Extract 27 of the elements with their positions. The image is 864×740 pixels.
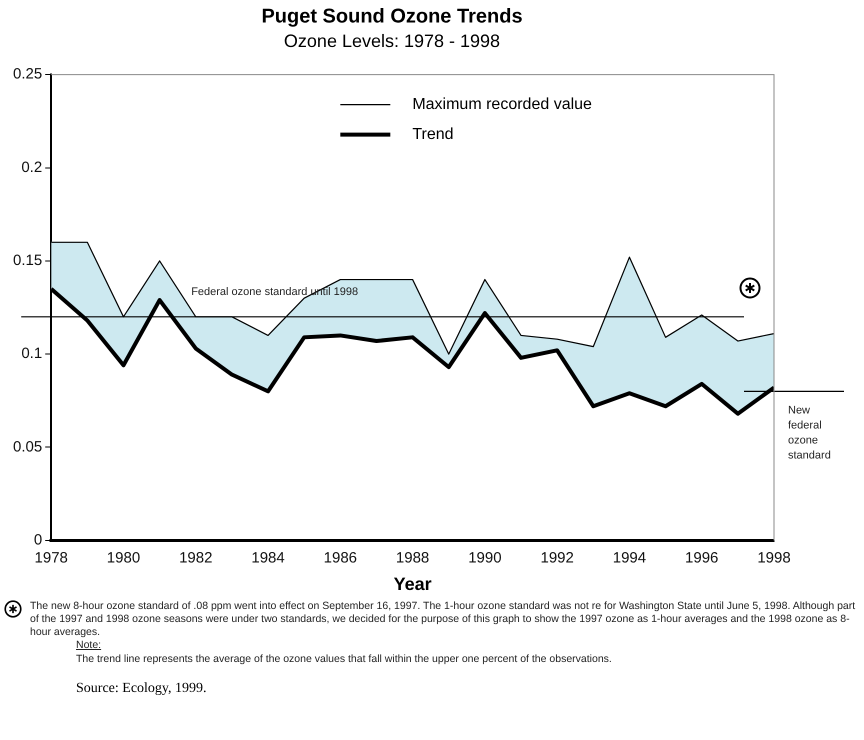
y-tick-label: 0.15 — [12, 252, 42, 270]
x-tick-label: 1980 — [106, 550, 140, 567]
x-tick-label: 1988 — [396, 550, 430, 567]
x-tick-label: 1986 — [324, 550, 358, 567]
chart-title: Puget Sound Ozone Trends — [261, 6, 523, 28]
legend-label: Maximum recorded value — [412, 96, 592, 114]
chart-subtitle: Ozone Levels: 1978 - 1998 — [284, 30, 500, 51]
x-tick-label: 1990 — [468, 550, 502, 567]
x-tick-label: 1992 — [540, 550, 574, 567]
x-tick-label: 1982 — [179, 550, 212, 567]
text: The new 8-hour ozone standard of .08 ppm went into effect on September 16, 1997. The 1-hour ozone standard was not re for Washington State until June 5, 1998. Although part of the 1997 and 1998 ozone seasons were under two standards, we decided for the purpose of this graph to show the 1997 ozone as 1-hour averages and the 1998 ozone as 8-hour averages. — [30, 600, 856, 640]
y-tick-label: 0.05 — [12, 438, 42, 456]
ref-line-label: New federal ozone standard — [788, 404, 831, 462]
text: Note: — [76, 639, 102, 652]
y-tick-label: 0.25 — [12, 66, 42, 83]
y-tick-label: 0 — [34, 532, 42, 549]
x-tick-label: 1996 — [685, 550, 718, 567]
legend-label: Trend — [412, 126, 454, 144]
source-note: Source: Ecology, 1999. — [76, 680, 208, 698]
y-tick-label: 0.2 — [21, 158, 42, 176]
x-tick-label: 1978 — [34, 550, 68, 567]
x-tick-label: 1994 — [612, 550, 646, 567]
text: The trend line represents the average of the ozone values that fall within the upper one percent of the observations. — [76, 652, 613, 666]
x-tick-label: 1984 — [251, 550, 285, 567]
x-axis-title: Year — [394, 574, 432, 594]
x-tick-label: 1998 — [757, 550, 791, 567]
y-tick-label: 0.1 — [21, 345, 42, 362]
